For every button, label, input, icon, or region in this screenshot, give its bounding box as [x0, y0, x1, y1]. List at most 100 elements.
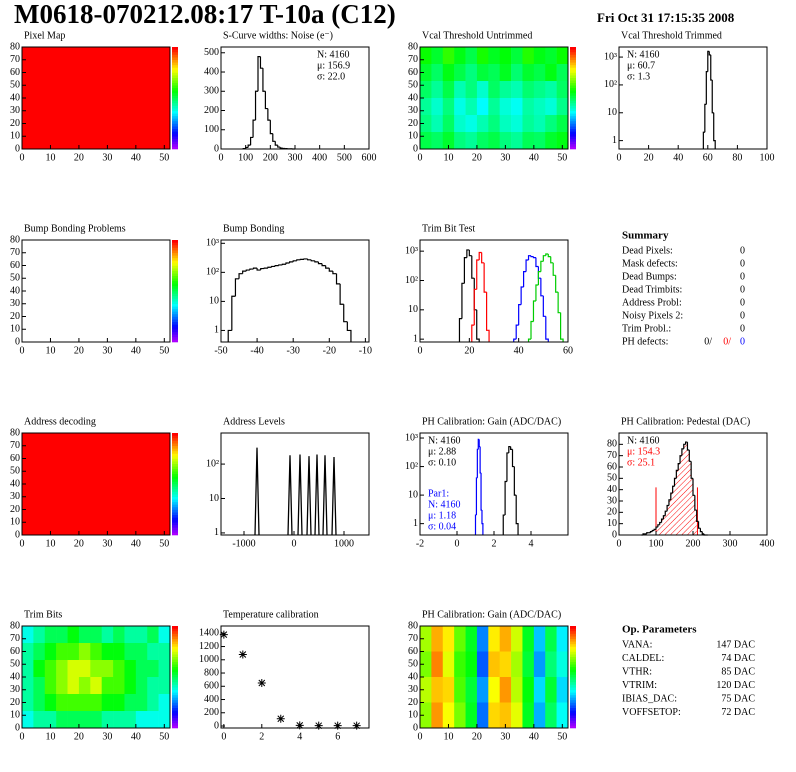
panel-title: Temperature calibration: [223, 609, 319, 620]
heatmap-cell: [511, 702, 523, 729]
heatmap-cell: [22, 694, 34, 712]
y-tick-label: 0: [15, 529, 20, 540]
x-tick-label: 40: [529, 731, 539, 742]
heatmap-cell: [476, 98, 489, 116]
y-tick-label: 200: [204, 707, 219, 718]
heatmap-cell: [101, 694, 114, 712]
summary-value: 0/: [723, 336, 731, 347]
palette-swatch: [570, 75, 576, 78]
histogram-bin: [479, 446, 482, 474]
palette-swatch: [172, 270, 178, 274]
y-tick-label: 10²: [206, 267, 219, 278]
y-tick-label: 20: [10, 311, 20, 322]
palette-swatch: [570, 628, 576, 632]
palette-swatch: [172, 324, 178, 327]
x-tick-label: -2: [416, 538, 424, 549]
heatmap-cell: [147, 694, 159, 712]
palette-swatch: [172, 468, 178, 472]
heatmap-cell: [113, 694, 125, 712]
palette-swatch: [172, 687, 178, 691]
palette-swatch: [172, 707, 178, 711]
heatmap-cell: [33, 677, 46, 695]
palette-swatch: [172, 504, 178, 508]
palette-swatch: [172, 496, 178, 500]
panel-title: Address Levels: [223, 416, 285, 427]
y-tick-label: 20: [408, 118, 418, 129]
y-tick-label: 50: [10, 659, 20, 670]
palette-swatch: [172, 720, 178, 724]
palette-swatch: [172, 339, 178, 343]
palette-swatch: [172, 319, 178, 322]
histogram-bin: [672, 485, 675, 494]
histogram-bin: [710, 54, 713, 81]
palette-swatch: [570, 715, 576, 719]
palette-swatch: [172, 519, 178, 523]
histogram-bin: [668, 499, 671, 506]
x-tick-label: 30: [102, 731, 112, 742]
heatmap-cell: [545, 626, 557, 652]
y-tick-label: 80: [408, 41, 418, 52]
heatmap-cell: [431, 47, 444, 65]
x-tick-label: 20: [472, 731, 482, 742]
x-tick-label: 0: [20, 538, 25, 549]
palette-swatch: [570, 92, 576, 96]
heatmap-cell: [56, 677, 68, 695]
histogram-bin: [681, 448, 684, 456]
x-tick-label: 50: [159, 345, 169, 356]
palette-swatch: [172, 103, 178, 106]
histogram-bin: [476, 309, 480, 342]
heatmap-cell: [545, 64, 557, 82]
heatmap-cell: [454, 64, 466, 82]
palette-swatch: [570, 123, 576, 127]
heatmap-cell: [431, 64, 444, 82]
histogram-bin: [288, 261, 294, 263]
stats-text: μ: 2.88: [428, 446, 456, 457]
x-tick-label: 0: [455, 538, 460, 549]
y-tick-label: 1: [214, 325, 219, 336]
histogram-bin: [655, 526, 658, 530]
palette-swatch: [172, 120, 178, 124]
histogram-bin: [278, 264, 283, 266]
heatmap-cell: [465, 64, 478, 82]
fit-hatch: [674, 478, 677, 535]
heatmap-cell: [101, 643, 114, 661]
heatmap-cell: [499, 115, 512, 133]
heatmap-cell: [124, 643, 137, 661]
x-tick-label: -40: [250, 345, 263, 356]
heatmap-cell: [488, 47, 500, 65]
spike: [331, 457, 337, 536]
fit-hatch: [672, 486, 675, 535]
palette-swatch: [172, 291, 178, 294]
palette-swatch: [172, 278, 178, 282]
x-tick-label: 2: [492, 538, 497, 549]
summary-value: 0: [740, 297, 745, 308]
fit-hatch: [689, 461, 692, 535]
palette-swatch: [172, 481, 178, 485]
y-tick-label: 20: [10, 118, 20, 129]
op-label: VANA:: [622, 639, 652, 650]
heatmap-cell: [158, 626, 171, 644]
y-tick-label: 40: [10, 285, 20, 296]
histogram-bin: [466, 249, 470, 258]
y-tick-label: 80: [408, 620, 418, 631]
summary-value: 0: [740, 284, 745, 295]
heatmap-cell: [499, 677, 512, 703]
histogram-bin: [252, 267, 258, 270]
heatmap-cell: [135, 694, 148, 712]
star-marker: [257, 678, 266, 687]
stats-text: σ: 0.10: [428, 457, 456, 468]
op-label: VTRIM:: [622, 680, 657, 691]
x-tick-label: 40: [673, 152, 683, 163]
histogram-bin: [474, 514, 477, 535]
histogram-bin: [560, 312, 564, 342]
x-tick-label: 0: [617, 538, 622, 549]
palette-swatch: [570, 72, 576, 76]
x-tick-label: 400: [760, 538, 775, 549]
heatmap-cell: [533, 651, 546, 678]
heatmap-cell: [511, 64, 523, 82]
histogram-bin: [690, 461, 693, 479]
y-tick-label: 50: [10, 273, 20, 284]
heatmap-cell: [420, 677, 432, 703]
heatmap-cell: [147, 677, 159, 695]
x-tick-label: 4: [297, 731, 302, 742]
